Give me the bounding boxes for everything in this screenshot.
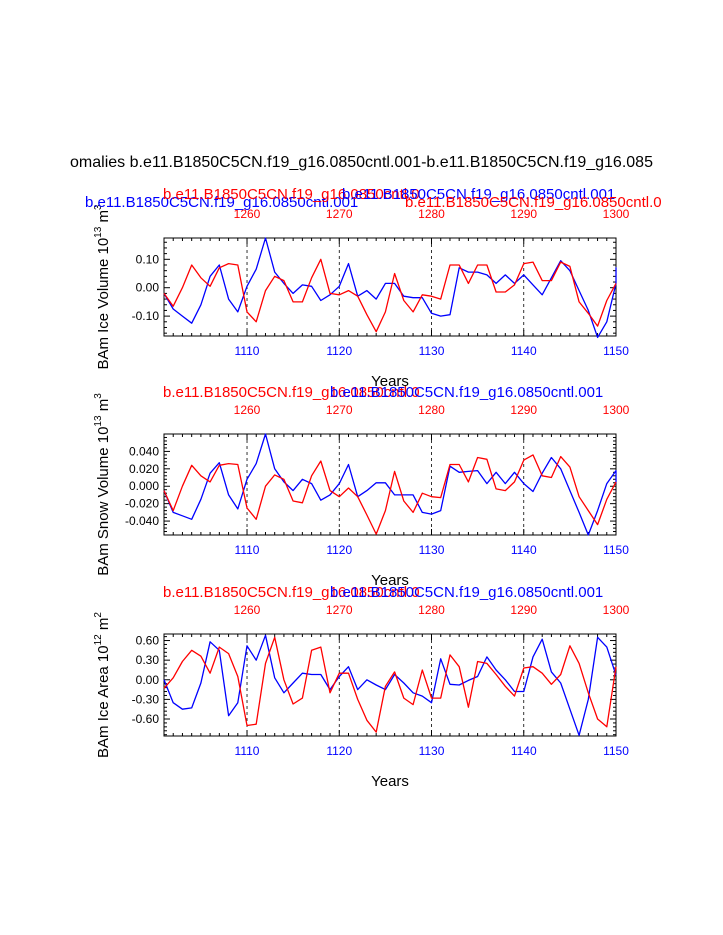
- x-tick-label-bottom: 1140: [511, 543, 537, 557]
- y-tick-label: -0.020: [125, 497, 159, 511]
- x-tick-label-top: 1300: [603, 403, 630, 417]
- x-tick-label-bottom: 1110: [235, 744, 260, 758]
- x-tick-label-top: 1280: [418, 403, 445, 417]
- x-tick-label-bottom: 1140: [511, 344, 537, 358]
- x-tick-label-top: 1280: [418, 207, 445, 221]
- panel-2: 1110 1120 1130 1140 1150 1260 1270 1280 1290 1300…: [93, 384, 630, 589]
- y-axis-label-unit: m: [95, 618, 112, 635]
- y-tick-label: 0.00: [136, 281, 160, 295]
- y-tick-label: 0.60: [136, 634, 160, 648]
- x-axis-label: Years: [371, 572, 409, 589]
- x-tick-label-top: 1260: [234, 603, 261, 617]
- y-axis-label-unit: m: [95, 399, 112, 416]
- plot-frame: [163, 633, 617, 737]
- x-tick-label-bottom: 1130: [419, 344, 445, 358]
- x-tick-label-top: 1260: [234, 207, 261, 221]
- y-axis-label: BAm Ice Area 1012 m2: [93, 612, 112, 758]
- y-tick-label: 0.020: [129, 462, 159, 476]
- y-tick-label: 0.10: [136, 252, 160, 266]
- plot-frame: [163, 433, 617, 536]
- y-axis-label-text: BAm Snow Volume 10: [95, 427, 112, 576]
- x-tick-label-bottom: 1130: [419, 543, 445, 557]
- panel-3: 1110 1120 1130 1140 1150 1260 1270 1280 1290 1300…: [93, 584, 630, 790]
- y-axis-label-text: BAm Ice Area 10: [95, 645, 112, 758]
- x-tick-label-bottom: 1150: [603, 344, 629, 358]
- x-tick-label-bottom: 1150: [603, 744, 629, 758]
- y-axis-label-exp: 12: [93, 634, 104, 646]
- panel-title-red: b.e11.B1850C5CN.f19_g16.0850cntl.0: [163, 186, 420, 203]
- y-tick-label: 0.040: [129, 444, 159, 458]
- y-axis-label-unit-exp: 3: [93, 204, 104, 210]
- x-tick-label-top: 1260: [234, 403, 261, 417]
- x-axis-label: Years: [371, 773, 409, 790]
- panel-title-red: b.e11.B1850C5CN.f19_g16.0850cntl.0: [163, 384, 420, 401]
- x-tick-label-bottom: 1140: [511, 744, 537, 758]
- series-red-line: [163, 636, 617, 733]
- y-tick-label: -0.30: [132, 692, 160, 706]
- y-axis-label-unit-exp: 2: [93, 612, 104, 618]
- series-blue-line: [163, 634, 617, 736]
- x-tick-label-bottom: 1150: [603, 543, 629, 557]
- y-tick-label: -0.10: [132, 309, 160, 323]
- y-axis-label-text: BAm Ice Volume 10: [95, 238, 112, 370]
- x-tick-label-bottom: 1120: [326, 744, 352, 758]
- y-axis-label-unit-exp: 3: [93, 393, 104, 399]
- series-red-line: [163, 258, 617, 333]
- x-tick-label-top: 1270: [326, 403, 353, 417]
- y-tick-label: -0.040: [125, 514, 159, 528]
- series-blue-line: [163, 237, 617, 339]
- y-axis-label-unit: m: [95, 210, 112, 227]
- series-blue-line: [163, 433, 617, 536]
- x-tick-label-top: 1300: [603, 207, 630, 221]
- panel-title-blue: b.e11.B1850C5CN.f19_g16.0850cntl.001: [330, 384, 603, 401]
- y-axis-label: BAm Ice Volume 1013 m3: [93, 204, 112, 370]
- y-axis-label-exp: 13: [93, 226, 104, 238]
- y-tick-label: 0.30: [136, 653, 160, 667]
- series-red-line: [163, 454, 617, 535]
- x-tick-label-bottom: 1120: [326, 543, 352, 557]
- x-tick-label-bottom: 1130: [419, 744, 445, 758]
- panel-title-blue-left: b.e11.B1850C5CN.f19_g16.0850cntl.001: [85, 194, 358, 211]
- x-tick-label-top: 1290: [510, 207, 537, 221]
- x-tick-label-top: 1270: [326, 603, 353, 617]
- x-tick-label-top: 1290: [510, 403, 537, 417]
- x-tick-label-bottom: 1110: [235, 344, 260, 358]
- y-axis-label: BAm Snow Volume 1013 m3: [93, 393, 112, 576]
- figure-title: omalies b.e11.B1850C5CN.f19_g16.0850cntl…: [70, 154, 653, 171]
- x-tick-label-top: 1300: [603, 603, 630, 617]
- plot-frame: [163, 237, 617, 337]
- y-tick-label: 0.000: [129, 479, 159, 493]
- x-tick-label-top: 1280: [418, 603, 445, 617]
- y-tick-label: -0.60: [132, 712, 160, 726]
- x-tick-label-bottom: 1110: [235, 543, 260, 557]
- y-axis-label-exp: 13: [93, 415, 104, 427]
- y-tick-label: 0.00: [136, 673, 160, 687]
- panel-1: 1110 1120 1130 1140 1150 1260 1270 1280 1290 1300…: [85, 186, 662, 390]
- panel-title-blue: b.e11.B1850C5CN.f19_g16.0850cntl.001: [330, 584, 603, 601]
- x-tick-label-top: 1290: [510, 603, 537, 617]
- panel-title-red: b.e11.B1850C5CN.f19_g16.0850cntl.0: [163, 584, 420, 601]
- x-tick-label-bottom: 1120: [326, 344, 352, 358]
- panel-title-blue: b.e11.B1850C5CN.f19_g16.0850cntl.001: [342, 186, 615, 203]
- x-tick-label-top: 1270: [326, 207, 353, 221]
- panel-title-red-right: b.e11.B1850C5CN.f19_g16.0850cntl.0: [405, 194, 662, 211]
- x-axis-label: Years: [371, 373, 409, 390]
